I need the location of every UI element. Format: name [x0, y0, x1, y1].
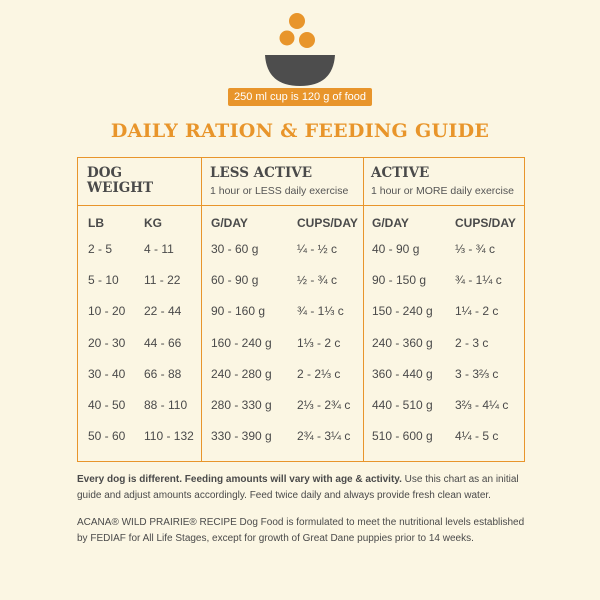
table-cell: 2¾ - 3¼ c — [297, 429, 351, 444]
dog-weight-header: DOG WEIGHT — [87, 166, 153, 196]
table-cell: 3⅔ - 4¼ c — [455, 398, 509, 412]
feeding-note-text: Use this chart as an initial guide and a… — [77, 474, 519, 501]
dog-weight-line2: WEIGHT — [87, 180, 154, 196]
table-cell: 20 - 30 — [88, 335, 126, 350]
table-cell: 10 - 20 — [88, 304, 126, 319]
table-cell: 4¼ - 5 c — [455, 429, 499, 444]
table-cell: 5 - 10 — [88, 273, 119, 288]
active-header: ACTIVE — [371, 165, 430, 181]
table-cell: 60 - 90 g — [211, 273, 259, 288]
table-cell: ¾ - 1¼ c — [455, 273, 502, 288]
column-header-kg: KG — [144, 216, 162, 230]
table-cell: ¼ - ½ c — [297, 242, 338, 256]
table-cell: 510 - 600 g — [372, 429, 433, 444]
table-cell: 2 - 3 c — [455, 335, 489, 350]
table-cell: 11 - 22 — [144, 273, 181, 288]
food-pellet-icon — [299, 32, 315, 48]
cup-size-badge: 250 ml cup is 120 g of food — [228, 88, 372, 106]
table-cell: 240 - 360 g — [372, 335, 433, 350]
dog-weight-line1: DOG — [87, 165, 122, 181]
column-header-g-day: G/DAY — [372, 216, 409, 230]
column-header-g-day: G/DAY — [211, 216, 248, 230]
less-active-header: LESS ACTIVE — [210, 165, 313, 181]
table-cell: 1¼ - 2 c — [455, 304, 499, 319]
table-cell: 150 - 240 g — [372, 304, 433, 319]
table-cell: 4 - 11 — [144, 242, 174, 256]
column-header-lb: LB — [88, 216, 104, 230]
feeding-table: DOG WEIGHT LESS ACTIVE 1 hour or LESS da… — [77, 157, 525, 462]
less-active-subheader: 1 hour or LESS daily exercise — [210, 185, 349, 197]
formulation-note: ACANA® WILD PRAIRIE® RECIPE Dog Food is … — [77, 517, 525, 544]
column-header-cups-day: CUPS/DAY — [297, 216, 358, 230]
column-header-cups-day: CUPS/DAY — [455, 216, 516, 230]
food-pellet-icon — [279, 30, 295, 46]
feeding-note-bold: Every dog is different. Feeding amounts … — [77, 474, 402, 485]
table-cell: 40 - 50 — [88, 398, 126, 412]
table-cell: 90 - 150 g — [372, 273, 427, 288]
food-pellet-icon — [289, 13, 305, 29]
table-cell: 2⅓ - 2¾ c — [297, 398, 351, 412]
table-cell: 280 - 330 g — [211, 398, 272, 412]
table-cell: ¾ - 1⅓ c — [297, 304, 344, 319]
divider — [201, 158, 202, 461]
bowl-icon — [265, 13, 335, 86]
table-cell: 360 - 440 g — [372, 366, 433, 381]
table-cell: 88 - 110 — [144, 398, 188, 412]
table-cell: 66 - 88 — [144, 366, 182, 381]
table-cell: 1⅓ - 2 c — [297, 335, 341, 350]
table-cell: 240 - 280 g — [211, 366, 272, 381]
table-cell: 30 - 40 — [88, 366, 126, 381]
table-cell: 40 - 90 g — [372, 242, 420, 256]
table-cell: 50 - 60 — [88, 429, 126, 444]
table-cell: 2 - 5 — [88, 242, 113, 256]
table-cell: 90 - 160 g — [211, 304, 266, 319]
divider — [78, 205, 524, 206]
table-cell: 22 - 44 — [144, 304, 182, 319]
bowl-body — [265, 55, 335, 86]
table-cell: 440 - 510 g — [372, 398, 433, 412]
divider — [363, 158, 364, 461]
bowl-illustration — [0, 10, 600, 88]
table-cell: 2 - 2⅓ c — [297, 366, 341, 381]
active-subheader: 1 hour or MORE daily exercise — [371, 185, 514, 197]
table-cell: 3 - 3⅔ c — [455, 366, 499, 381]
page-title: DAILY RATION & FEEDING GUIDE — [110, 120, 490, 142]
table-cell: 44 - 66 — [144, 335, 182, 350]
table-cell: 160 - 240 g — [211, 335, 272, 350]
table-cell: 330 - 390 g — [211, 429, 272, 444]
table-cell: ⅓ - ¾ c — [455, 242, 496, 256]
table-cell: 30 - 60 g — [211, 242, 259, 256]
table-cell: ½ - ¾ c — [297, 273, 338, 288]
feeding-note: Every dog is different. Feeding amounts … — [77, 472, 537, 504]
table-cell: 110 - 132 — [144, 429, 194, 444]
